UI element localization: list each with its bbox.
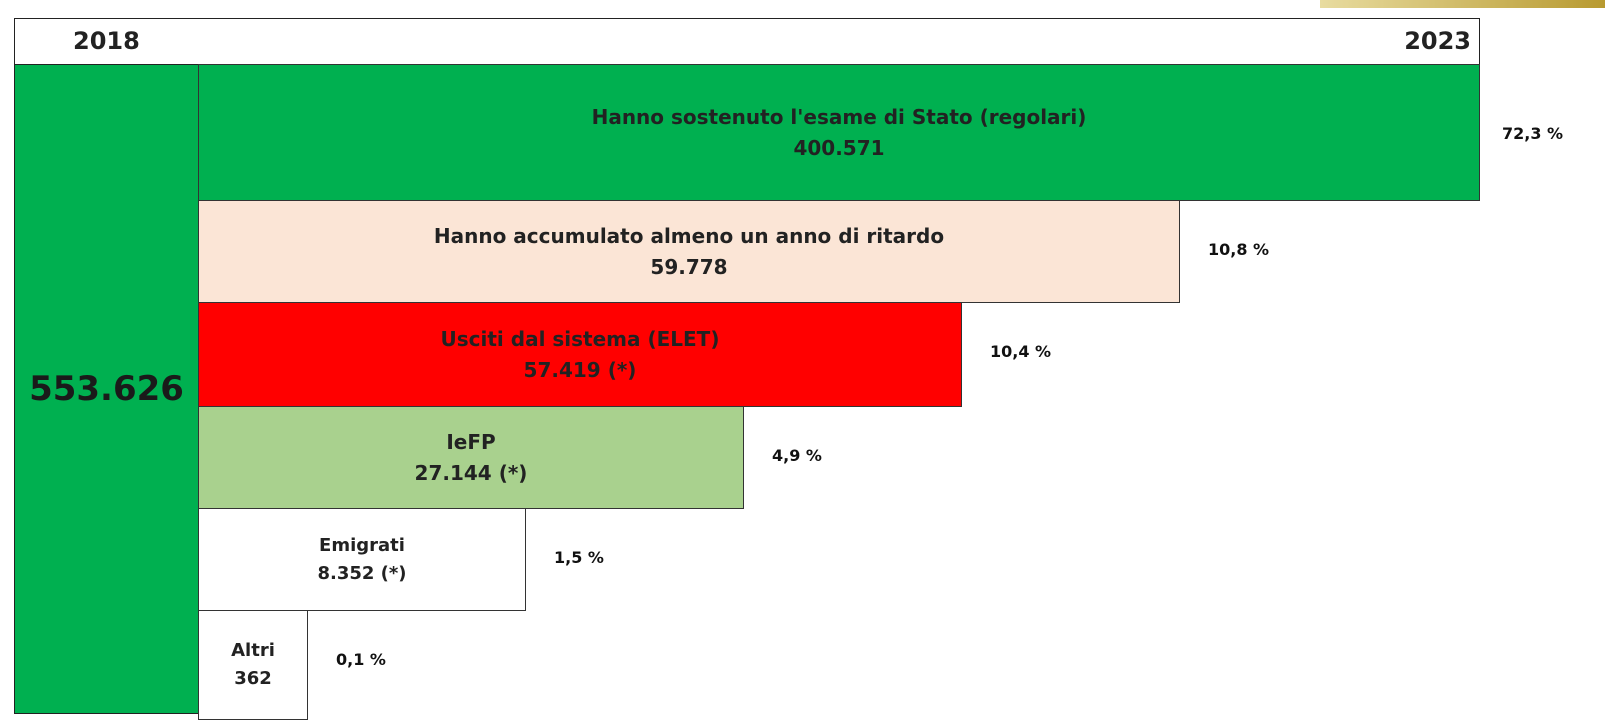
row-box: Hanno sostenuto l'esame di Stato (regola… (198, 64, 1480, 201)
row-value: 8.352 (*) (317, 562, 407, 584)
row-share: 1,5 % (554, 548, 604, 567)
row-value: 400.571 (793, 135, 885, 160)
row-share: 0,1 % (336, 650, 386, 669)
year-header: 2018 2023 (14, 18, 1480, 65)
row-value: 362 (234, 668, 272, 689)
row-share: 10,4 % (990, 342, 1052, 361)
row-box: IeFP 27.144 (*) (198, 406, 744, 509)
row-label: Hanno accumulato almeno un anno di ritar… (433, 223, 945, 248)
decor-strip (1320, 0, 1605, 8)
row-box: Usciti dal sistema (ELET) 57.419 (*) (198, 302, 962, 407)
end-year: 2023 (1404, 27, 1471, 55)
total: 553.626 (14, 64, 199, 714)
row-label: Hanno sostenuto l'esame di Stato (regola… (591, 104, 1087, 129)
row-share: 72,3 % (1502, 124, 1564, 143)
row-label: Altri (231, 640, 275, 662)
row-value: 27.144 (*) (414, 460, 528, 485)
row-value: 57.419 (*) (523, 357, 637, 382)
row-value: 59.778 (650, 254, 728, 279)
row-box: Altri 362 (198, 610, 308, 720)
row-label: IeFP (446, 429, 496, 454)
row-share: 10,8 % (1208, 240, 1270, 259)
row-label: Emigrati (319, 534, 405, 556)
start-year: 2018 (73, 27, 140, 55)
row-share: 4,9 % (772, 446, 822, 465)
row-box: Emigrati 8.352 (*) (198, 508, 526, 611)
row-label: Usciti dal sistema (ELET) (440, 326, 720, 351)
row-box: Hanno accumulato almeno un anno di ritar… (198, 200, 1180, 303)
